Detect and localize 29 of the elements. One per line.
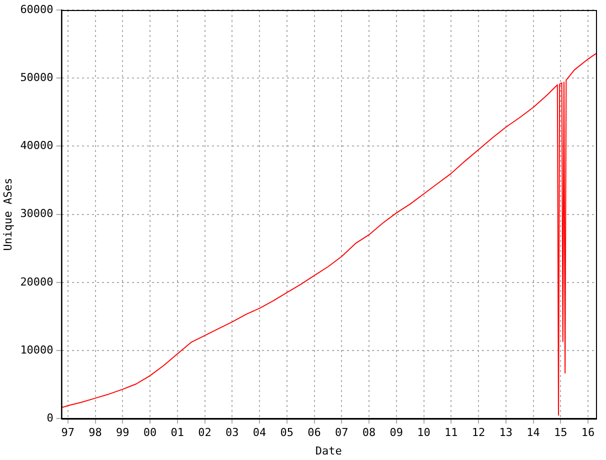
- x-tick-label: 12: [472, 426, 486, 440]
- x-tick-label: 08: [362, 426, 376, 440]
- x-tick-label: 10: [417, 426, 430, 440]
- x-axis-title: Date: [315, 444, 342, 458]
- x-tick-label: 07: [335, 426, 348, 440]
- x-tick-label: 05: [280, 426, 294, 440]
- x-tick-label: 01: [170, 426, 184, 440]
- x-tick-label: 15: [554, 426, 568, 440]
- y-axis-title: Unique ASes: [1, 178, 14, 251]
- y-tick-label: 0: [46, 411, 54, 424]
- y-tick-label: 60000: [20, 2, 54, 16]
- y-tick-label: 40000: [20, 139, 54, 152]
- x-tick-label: 97: [61, 426, 75, 440]
- x-tick-label: 16: [581, 426, 595, 440]
- x-tick-label: 00: [143, 426, 157, 440]
- x-tick-label: 11: [444, 426, 458, 440]
- y-tick-label: 50000: [20, 70, 54, 84]
- y-tick-label: 10000: [20, 343, 54, 356]
- x-tick-label: 98: [88, 426, 102, 440]
- x-tick-label: 06: [308, 426, 321, 440]
- x-tick-label: 14: [526, 426, 540, 440]
- x-tick-label: 09: [390, 426, 404, 440]
- y-tick-label: 20000: [20, 275, 54, 288]
- x-tick-label: 13: [499, 426, 513, 440]
- x-tick-label: 03: [226, 426, 239, 440]
- x-tick-label: 04: [252, 426, 267, 440]
- x-tick-label: 99: [116, 426, 130, 440]
- x-tick-label: 02: [198, 426, 212, 440]
- y-tick-label: 30000: [20, 207, 54, 220]
